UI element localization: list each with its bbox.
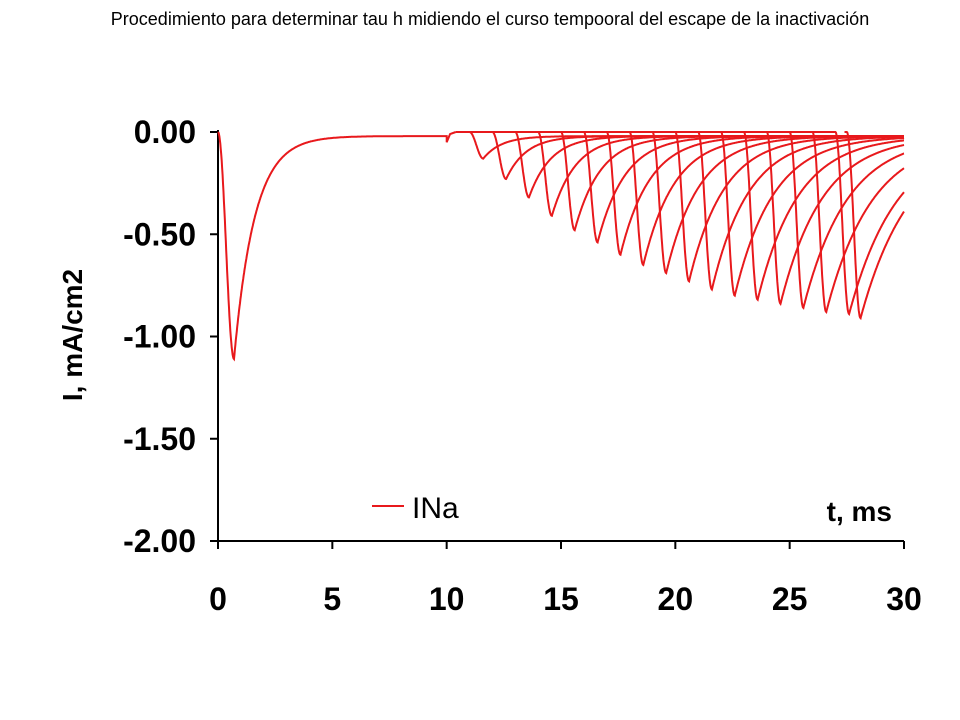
initial-pulse-trace [217, 131, 457, 362]
test-pulse-trace [810, 131, 905, 314]
test-pulse-trace [741, 131, 904, 302]
x-tick-label: 25 [772, 581, 808, 617]
y-tick-label: -2.00 [123, 523, 196, 559]
x-axis-title: t, ms [827, 496, 892, 527]
chart-title: Procedimiento para determinar tau h midi… [110, 9, 870, 29]
y-axis-title: I, mA/cm2 [57, 269, 88, 401]
test-pulse-trace [650, 131, 904, 275]
x-tick-label: 20 [658, 581, 694, 617]
y-tick-label: -0.50 [123, 216, 196, 252]
x-tick-label: 10 [429, 581, 465, 617]
axes: 0.00 -0.50 -1.00 -1.50 -2.00 0 5 10 15 20 25 30 [123, 114, 922, 617]
y-tick-label: 0.00 [134, 114, 196, 150]
x-tick-label: 5 [323, 581, 341, 617]
x-tick-label: 0 [209, 581, 227, 617]
test-pulse-trace [604, 131, 904, 257]
test-pulse-trace [787, 131, 905, 310]
test-pulse-trace [833, 131, 905, 317]
test-pulse-trace [764, 131, 905, 306]
x-tick-label: 15 [543, 581, 579, 617]
test-pulse-trace [695, 131, 904, 292]
y-tick-label: -1.50 [123, 421, 196, 457]
test-pulse-trace [844, 131, 905, 321]
legend-label: INa [412, 492, 459, 525]
x-tick-label: 30 [886, 581, 922, 617]
traces [217, 131, 905, 362]
legend: INa [372, 492, 459, 525]
test-pulse-trace [673, 131, 904, 284]
y-tick-label: -1.00 [123, 319, 196, 355]
